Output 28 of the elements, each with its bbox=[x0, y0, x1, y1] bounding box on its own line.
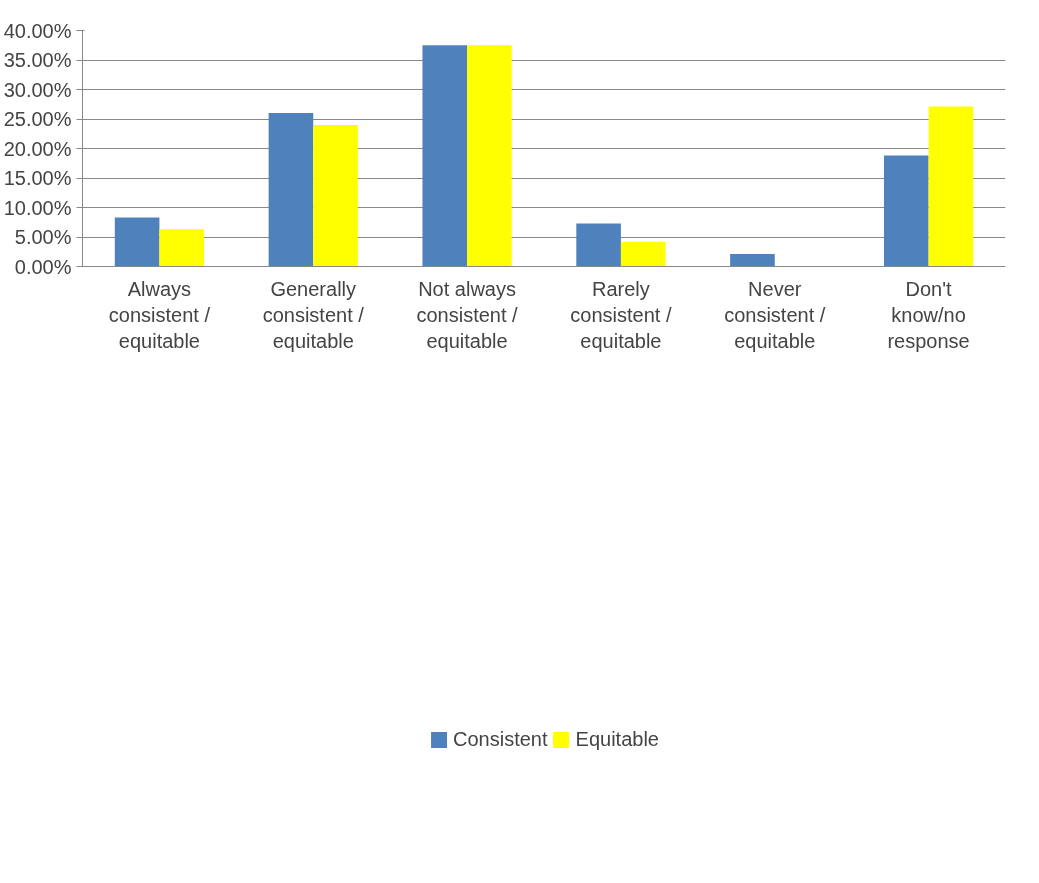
bar bbox=[114, 217, 160, 267]
y-tick-label: 35.00% bbox=[3, 49, 72, 71]
y-tick-label: 30.00% bbox=[3, 78, 72, 101]
y-tick-label: 20.00% bbox=[3, 137, 72, 160]
bar bbox=[159, 229, 205, 267]
x-tick-label: Don't know/no response bbox=[887, 277, 970, 353]
legend-label: Equitable bbox=[575, 727, 659, 751]
bar bbox=[313, 124, 358, 267]
bar bbox=[883, 155, 929, 267]
x-tick-label: Rarely consistent / equitable bbox=[570, 277, 672, 353]
bar bbox=[620, 241, 666, 267]
x-tick-label: Never consistent / equitable bbox=[724, 277, 826, 353]
x-tick-label: Not always consistent / equitable bbox=[416, 277, 519, 353]
bar bbox=[268, 113, 314, 267]
y-tick-label: 5.00% bbox=[14, 226, 72, 248]
y-tick-label: 10.00% bbox=[3, 196, 72, 219]
x-tick-label: Generally consistent / equitable bbox=[262, 277, 365, 353]
bar bbox=[730, 254, 775, 267]
bar bbox=[928, 106, 974, 267]
y-tick-label: 25.00% bbox=[3, 108, 72, 130]
x-tick-label: Always consistent / equitable bbox=[108, 277, 211, 353]
bar bbox=[422, 45, 468, 267]
y-tick-label: 15.00% bbox=[3, 167, 72, 189]
y-tick-label: 40.00% bbox=[3, 19, 72, 42]
bar bbox=[467, 45, 512, 267]
bar bbox=[576, 223, 621, 267]
y-tick-label: 0.00% bbox=[14, 255, 72, 278]
legend-label: Consistent bbox=[453, 727, 548, 751]
